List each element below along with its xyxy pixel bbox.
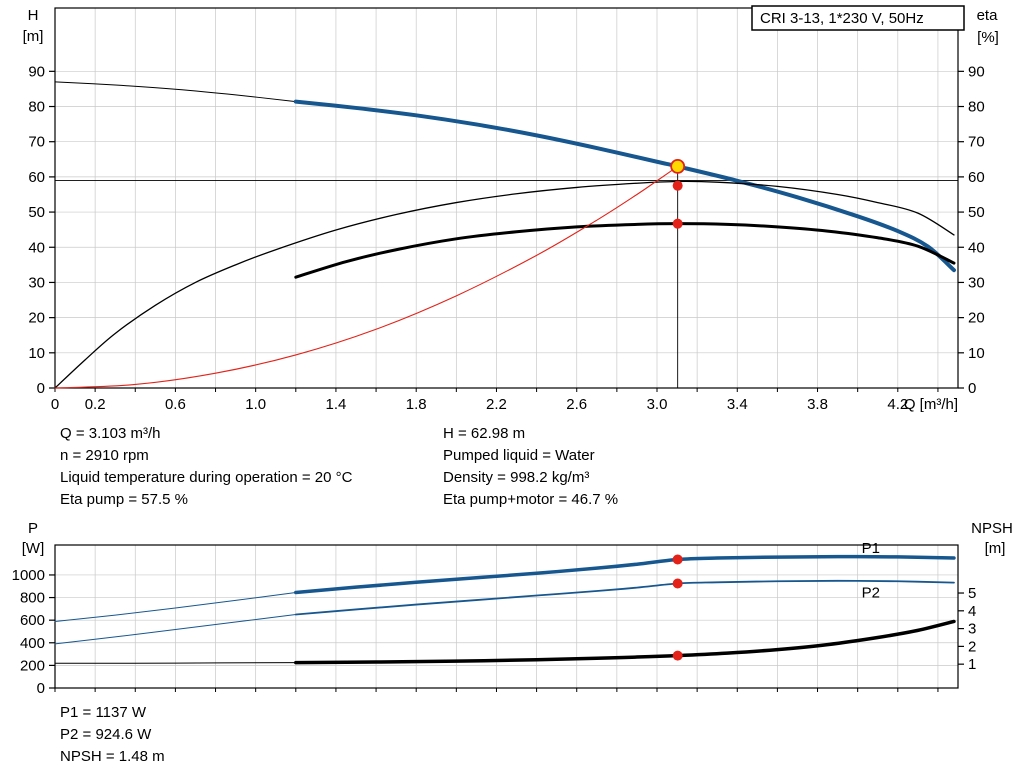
left-tick-label: 0 [37,380,45,397]
title-box [751,5,965,31]
left-tick-label: 600 [20,612,45,629]
npsh-curve [294,619,956,665]
duty-point-qh [670,159,686,174]
power-npsh-text: P1 = 1137 W P2 = 924.6 W NPSH = 1.48 m [60,704,165,765]
left-tick-label: 40 [28,239,45,256]
x-tick-label: 1.8 [406,396,427,413]
x-tick-label: 4.2 [887,396,908,413]
duty-point-p2 [672,578,683,589]
plot-frame [54,544,959,689]
info-p2: P2 = 924.6 W [60,726,152,743]
x-tick-label: 2.2 [486,396,507,413]
duty-point-p1 [672,554,683,565]
right-tick-label: 50 [968,204,985,221]
left-tick-label: 90 [28,63,45,80]
p1-curve-label: P1 [862,540,880,557]
left-tick-label: 0 [37,680,45,697]
p1-curve [294,554,956,595]
x-tick-label: 1.4 [326,396,347,413]
x-tick-label: 0 [51,396,59,413]
p1-curve-extension [54,591,297,623]
eta-pump-curve [54,180,955,389]
eta-axis-unit-label: [%] [977,29,999,46]
hq-curve [293,99,956,273]
right-tick-label: 3 [968,621,976,638]
left-tick-label: 30 [28,274,45,291]
right-tick-label: 70 [968,134,985,151]
duty-point-npsh [672,650,683,661]
right-tick-label: 0 [968,380,976,397]
right-tick-label: 4 [968,603,976,620]
info-p1: P1 = 1137 W [60,704,147,721]
left-tick-label: 20 [28,310,45,327]
x-tick-label: 0.6 [165,396,186,413]
x-tick-label: 3.0 [647,396,668,413]
operating-data-text: Q = 3.103 m³/h n = 2910 rpm Liquid tempe… [60,425,618,508]
right-tick-label: 1 [968,656,976,673]
pump-model-title: CRI 3-13, 1*230 V, 50Hz [760,10,924,27]
h-axis-unit-label: [m] [23,28,44,45]
eta-pump-motor-curve [294,222,956,279]
x-tick-label: 0.2 [85,396,106,413]
p2-curve-label: P2 [862,585,880,602]
p2-curve [294,579,955,616]
npsh-curve-extension [54,662,297,664]
right-tick-label: 30 [968,274,985,291]
npsh-axis-label: NPSH [971,520,1013,537]
p-axis-unit-label: [W] [22,540,45,557]
x-tick-label: 2.6 [566,396,587,413]
left-tick-label: 10 [28,345,45,362]
info-liquid-temperature: Liquid temperature during operation = 20… [60,469,353,486]
hq-curve-extension [54,81,297,103]
x-tick-label: 3.4 [727,396,748,413]
info-eta-pump: Eta pump = 57.5 % [60,491,188,508]
duty-point-eta-pump-motor [672,218,683,229]
info-density: Density = 998.2 kg/m³ [443,469,589,486]
h-axis-label: H [28,7,39,24]
right-tick-label: 60 [968,169,985,186]
info-h: H = 62.98 m [443,425,525,442]
x-tick-label: 3.8 [807,396,828,413]
left-tick-label: 70 [28,134,45,151]
duty-point-eta-pump [672,180,683,191]
p-axis-label: P [28,520,38,537]
chart-static-labels: H [m] eta [%] Q [m³/h] CRI 3-13, 1*230 V… [22,5,1013,557]
right-tick-label: 80 [968,99,985,116]
right-tick-label: 40 [968,239,985,256]
right-tick-label: 2 [968,638,976,655]
info-eta-pump-motor: Eta pump+motor = 46.7 % [443,491,618,508]
info-speed: n = 2910 rpm [60,447,149,464]
right-tick-label: 10 [968,345,985,362]
npsh-axis-unit-label: [m] [985,540,1006,557]
left-tick-label: 1000 [12,567,45,584]
x-tick-label: 1.0 [245,396,266,413]
left-tick-label: 400 [20,635,45,652]
p2-curve-extension [54,614,297,645]
plot-frame [54,7,959,389]
system-curve [54,165,679,389]
info-pumped-liquid: Pumped liquid = Water [443,447,595,464]
left-tick-label: 50 [28,204,45,221]
info-q: Q = 3.103 m³/h [60,425,160,442]
eta-axis-label: eta [977,7,999,24]
left-tick-label: 200 [20,657,45,674]
right-tick-label: 20 [968,310,985,327]
left-tick-label: 80 [28,99,45,116]
info-npsh: NPSH = 1.48 m [60,748,165,765]
right-tick-label: 5 [968,585,976,602]
left-tick-label: 60 [28,169,45,186]
left-tick-label: 800 [20,590,45,607]
right-tick-label: 90 [968,63,985,80]
q-axis-label: Q [m³/h] [904,396,958,413]
